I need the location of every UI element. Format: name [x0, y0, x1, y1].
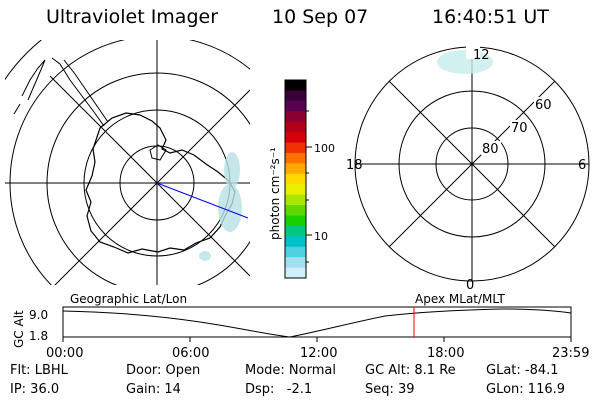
- timeline-left-title: Geographic Lat/Lon: [70, 292, 187, 306]
- timeline-right-title: Apex MLat/MLT: [415, 292, 505, 306]
- meridian: [54, 182, 158, 285]
- mlt-axis: [388, 80, 556, 248]
- colorbar-band: [285, 111, 306, 123]
- colorbar-band: [285, 184, 306, 196]
- x-tick-label: 18:00: [427, 346, 464, 361]
- colorbar-band: [285, 152, 306, 164]
- mlt-label-dawn: 6: [578, 158, 586, 173]
- x-tick-label: 06:00: [172, 346, 209, 361]
- colorbar-band: [285, 236, 306, 248]
- colorbar-band: [285, 173, 306, 185]
- dsp-status: Dsp: -2.1: [245, 382, 313, 397]
- colorbar-band: [285, 215, 306, 227]
- altitude-curve: [62, 308, 572, 338]
- aurora-patch: [199, 251, 211, 261]
- mlt-label-midnight: 0: [466, 278, 474, 293]
- mlat-label: 70: [511, 121, 528, 136]
- colorbar-band: [285, 163, 306, 175]
- gain-status: Gain: 14: [126, 382, 181, 397]
- south-america-tip: [13, 59, 46, 115]
- colorbar-band: [285, 142, 306, 154]
- antarctica-coastline: [85, 112, 236, 254]
- mlat-label: 80: [482, 142, 499, 157]
- meridian: [156, 89, 250, 184]
- date-label: 10 Sep 07: [272, 6, 369, 28]
- meridian: [156, 182, 250, 277]
- glon-status: GLon: 116.9: [486, 382, 566, 397]
- colorbar-band: [285, 90, 306, 102]
- x-tick-label: 12:00: [300, 346, 337, 361]
- timeline-y-label: GC Alt: [12, 310, 26, 348]
- mlt-label-dusk: 18: [346, 158, 363, 173]
- x-tick-label: 00:00: [46, 346, 83, 361]
- door-status: Door: Open: [126, 363, 201, 378]
- colorbar-tick-label: 100: [314, 142, 335, 155]
- instrument-title: Ultraviolet Imager: [46, 6, 219, 28]
- colorbar-tick-label: 10: [314, 230, 328, 243]
- timeline-frame: [62, 306, 572, 338]
- colorbar-band: [285, 132, 306, 144]
- glat-status: GLat: -84.1: [486, 363, 559, 378]
- aurora-patch: [218, 184, 242, 232]
- x-tick-label: 23:59: [552, 346, 589, 361]
- filter-status: Flt: LBHL: [10, 363, 68, 378]
- colorbar-band: [285, 194, 306, 206]
- colorbar-band: [285, 225, 306, 237]
- aurora-patch: [224, 152, 240, 188]
- seq-status: Seq: 39: [365, 382, 415, 397]
- antarctic-peninsula: [51, 57, 109, 127]
- colorbar-band: [285, 246, 306, 258]
- colorbar-band: [285, 121, 306, 133]
- mlat-label: 60: [535, 98, 552, 113]
- colorbar-band: [285, 80, 306, 92]
- magnetic-map: [354, 46, 590, 282]
- gc-alt-status: GC Alt: 8.1 Re: [365, 363, 456, 378]
- timeline-y-tick: 1.8: [29, 329, 48, 343]
- spacecraft-track: [156, 182, 249, 219]
- colorbar-frame: [284, 79, 307, 279]
- timeline-y-tick: 9.0: [29, 308, 48, 322]
- colorbar-band: [285, 100, 306, 112]
- colorbar: [285, 80, 306, 279]
- colorbar-unit-label: photon cm⁻²s⁻¹: [268, 147, 282, 240]
- time-label: 16:40:51 UT: [432, 6, 549, 28]
- colorbar-band: [285, 205, 306, 217]
- ice-shelf: [149, 144, 167, 161]
- mode-status: Mode: Normal: [245, 363, 336, 378]
- colorbar-band: [285, 257, 306, 269]
- colorbar-band: [285, 267, 306, 279]
- meridian: [49, 75, 158, 184]
- ip-status: IP: 36.0: [10, 382, 60, 397]
- mlt-label-noon: 12: [473, 48, 490, 63]
